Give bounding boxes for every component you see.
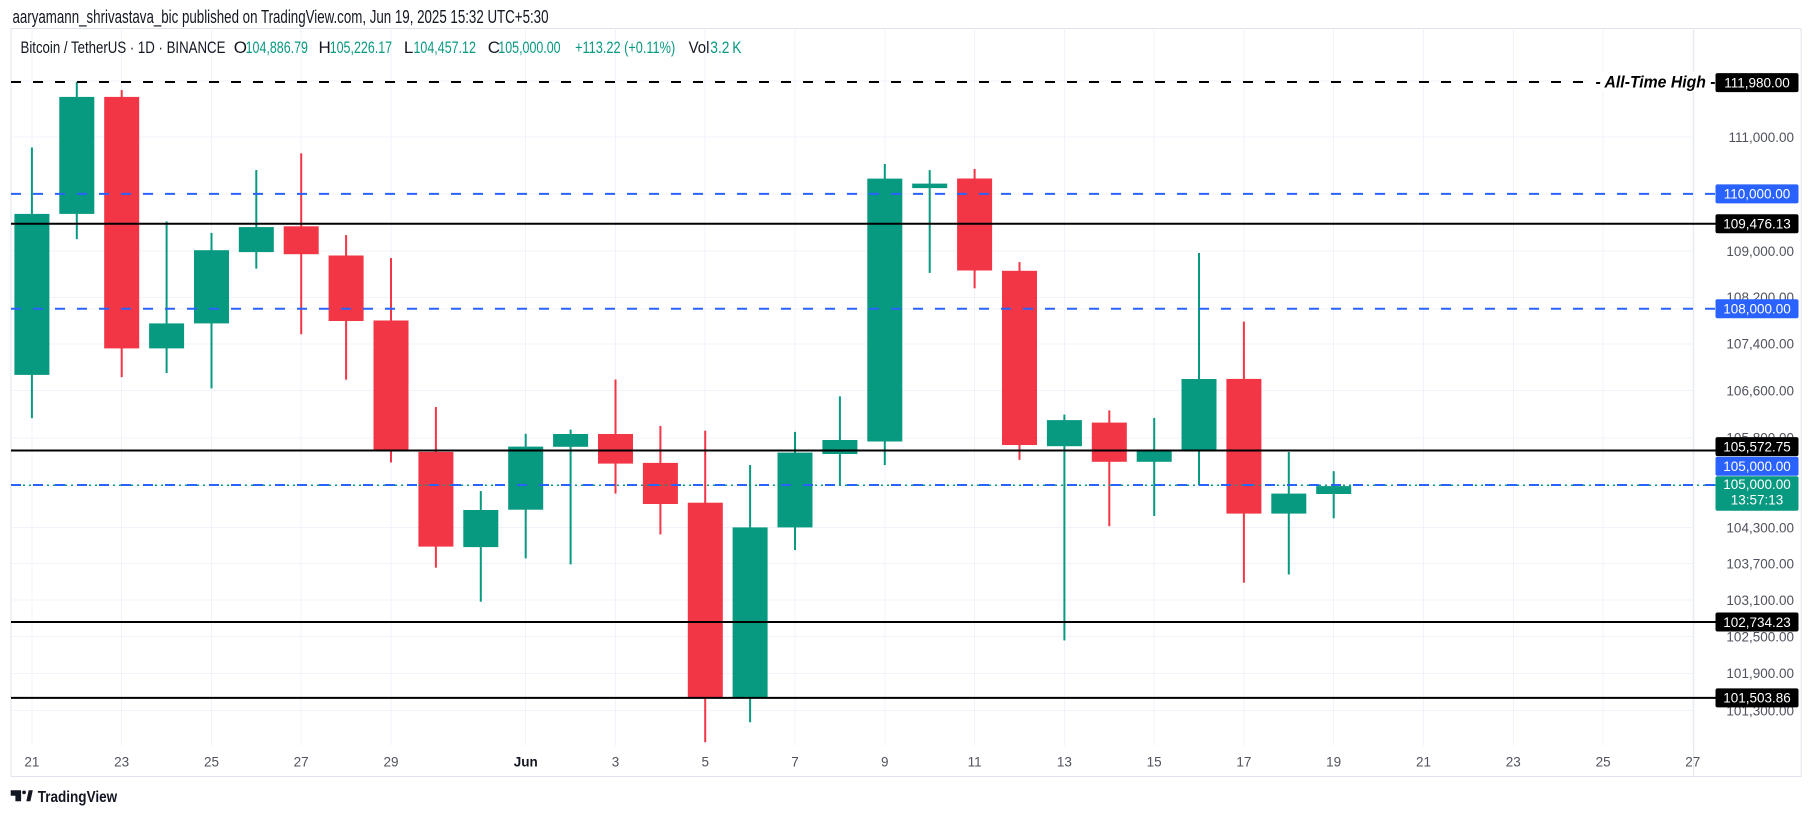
svg-text:21: 21 bbox=[1416, 755, 1431, 770]
svg-text:104,886.79: 104,886.79 bbox=[246, 38, 308, 57]
svg-text:13:57:13: 13:57:13 bbox=[1731, 493, 1784, 508]
svg-text:Vol: Vol bbox=[689, 38, 710, 57]
svg-text:111,000.00: 111,000.00 bbox=[1728, 130, 1794, 145]
svg-text:103,700.00: 103,700.00 bbox=[1726, 556, 1794, 571]
svg-text:Bitcoin / TetherUS · 1D · BINA: Bitcoin / TetherUS · 1D · BINANCE bbox=[21, 38, 226, 57]
svg-text:106,600.00: 106,600.00 bbox=[1726, 384, 1794, 399]
svg-text:11: 11 bbox=[968, 755, 982, 770]
svg-text:O: O bbox=[234, 38, 247, 57]
svg-text:105,000.00: 105,000.00 bbox=[1723, 477, 1791, 492]
svg-text:23: 23 bbox=[1506, 755, 1521, 770]
svg-text:3: 3 bbox=[612, 755, 620, 770]
svg-text:105,226.17: 105,226.17 bbox=[330, 38, 392, 57]
svg-text:102,500.00: 102,500.00 bbox=[1726, 629, 1794, 644]
svg-text:- All-Time High -: - All-Time High - bbox=[1596, 74, 1716, 92]
svg-text:103,100.00: 103,100.00 bbox=[1726, 593, 1794, 608]
svg-text:104,457.12: 104,457.12 bbox=[414, 38, 476, 57]
svg-text:Jun: Jun bbox=[514, 755, 538, 770]
svg-text:aaryamann_shrivastava_bic publ: aaryamann_shrivastava_bic published on T… bbox=[13, 6, 549, 28]
svg-text:101,900.00: 101,900.00 bbox=[1726, 666, 1794, 681]
svg-text:3.2 K: 3.2 K bbox=[710, 38, 742, 57]
svg-text:27: 27 bbox=[294, 755, 309, 770]
svg-text:104,300.00: 104,300.00 bbox=[1726, 520, 1794, 535]
svg-text:19: 19 bbox=[1326, 755, 1341, 770]
svg-text:23: 23 bbox=[114, 755, 129, 770]
svg-text:15: 15 bbox=[1147, 755, 1162, 770]
svg-text:7: 7 bbox=[791, 755, 799, 770]
svg-text:5: 5 bbox=[701, 755, 709, 770]
svg-text:L: L bbox=[404, 38, 413, 57]
svg-text:25: 25 bbox=[204, 755, 219, 770]
svg-text:108,000.00: 108,000.00 bbox=[1723, 302, 1791, 317]
svg-text:29: 29 bbox=[383, 755, 398, 770]
svg-text:110,000.00: 110,000.00 bbox=[1724, 187, 1791, 202]
svg-text:13: 13 bbox=[1057, 755, 1072, 770]
svg-text:21: 21 bbox=[24, 755, 39, 770]
svg-text:101,503.86: 101,503.86 bbox=[1723, 691, 1791, 706]
svg-text:27: 27 bbox=[1685, 755, 1700, 770]
svg-text:9: 9 bbox=[881, 755, 889, 770]
svg-text:17: 17 bbox=[1236, 755, 1251, 770]
svg-text:109,000.00: 109,000.00 bbox=[1726, 244, 1794, 259]
svg-text:105,000.00: 105,000.00 bbox=[498, 38, 560, 57]
svg-text:107,400.00: 107,400.00 bbox=[1726, 337, 1794, 352]
svg-text:+113.22 (+0.11%): +113.22 (+0.11%) bbox=[575, 38, 675, 57]
svg-text:105,572.75: 105,572.75 bbox=[1723, 439, 1791, 454]
svg-text:25: 25 bbox=[1596, 755, 1611, 770]
svg-text:109,476.13: 109,476.13 bbox=[1723, 217, 1791, 232]
svg-text:H: H bbox=[319, 38, 331, 57]
svg-text:105,000.00: 105,000.00 bbox=[1723, 459, 1791, 474]
svg-text:C: C bbox=[488, 38, 500, 57]
svg-text:111,980.00: 111,980.00 bbox=[1724, 75, 1790, 90]
svg-text:TradingView: TradingView bbox=[38, 789, 118, 806]
svg-text:102,734.23: 102,734.23 bbox=[1723, 615, 1791, 630]
